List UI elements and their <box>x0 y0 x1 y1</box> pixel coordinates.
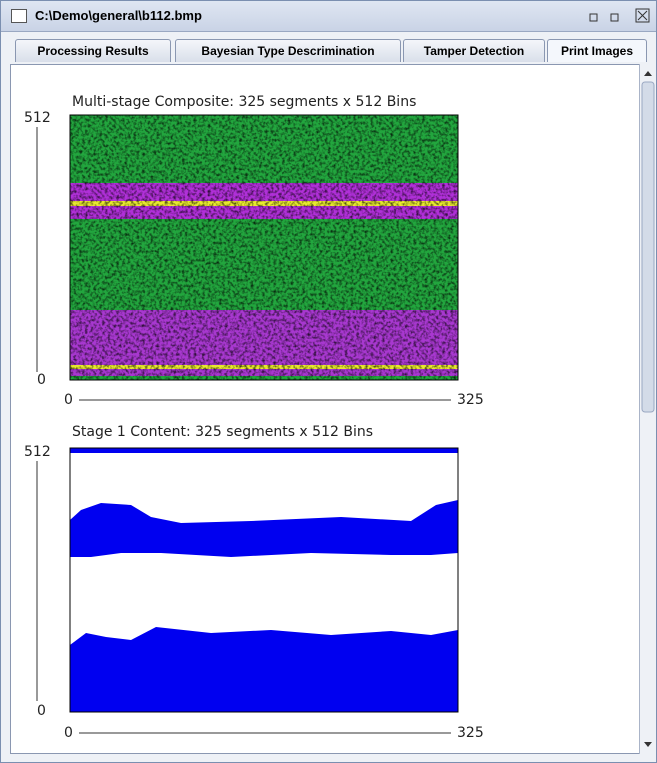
window-icon <box>11 9 27 23</box>
x-right-label: 325 <box>457 392 484 408</box>
y-bottom-label: 0 <box>37 703 46 719</box>
y-top-label: 512 <box>24 444 51 460</box>
plot-title: Stage 1 Content: 325 segments x 512 Bins <box>72 424 373 440</box>
scroll-up[interactable] <box>644 71 652 76</box>
plots: Multi-stage Composite: 325 segments x 51… <box>24 94 484 741</box>
x-left-label: 0 <box>64 725 73 741</box>
close-button[interactable] <box>635 8 650 23</box>
tab-selected[interactable]: Print Images <box>547 39 647 62</box>
scroll-thumb[interactable] <box>641 81 655 413</box>
x-right-label: 325 <box>457 725 484 741</box>
title-bar: C:\Demo\general\b112.bmp <box>1 1 656 32</box>
minimize-button[interactable] <box>589 13 598 22</box>
maximize-button[interactable] <box>610 13 619 22</box>
composite-image <box>69 114 459 381</box>
y-top-label: 512 <box>24 110 51 126</box>
window-buttons[interactable] <box>586 6 656 26</box>
scroll-down[interactable] <box>644 742 652 747</box>
tab[interactable]: Processing Results <box>15 39 171 62</box>
content-image <box>69 447 459 713</box>
x-left-label: 0 <box>64 392 73 408</box>
tab[interactable]: Tamper Detection <box>403 39 545 62</box>
scrollbar-graphics <box>641 71 655 747</box>
scrollbar[interactable] <box>639 64 656 754</box>
content-panel: Multi-stage Composite: 325 segments x 51… <box>10 64 640 754</box>
tab[interactable]: Bayesian Type Descrimination <box>175 39 401 62</box>
close-x <box>637 10 648 21</box>
y-bottom-label: 0 <box>37 372 46 388</box>
window-title: C:\Demo\general\b112.bmp <box>35 8 202 23</box>
plot-title: Multi-stage Composite: 325 segments x 51… <box>72 94 416 110</box>
